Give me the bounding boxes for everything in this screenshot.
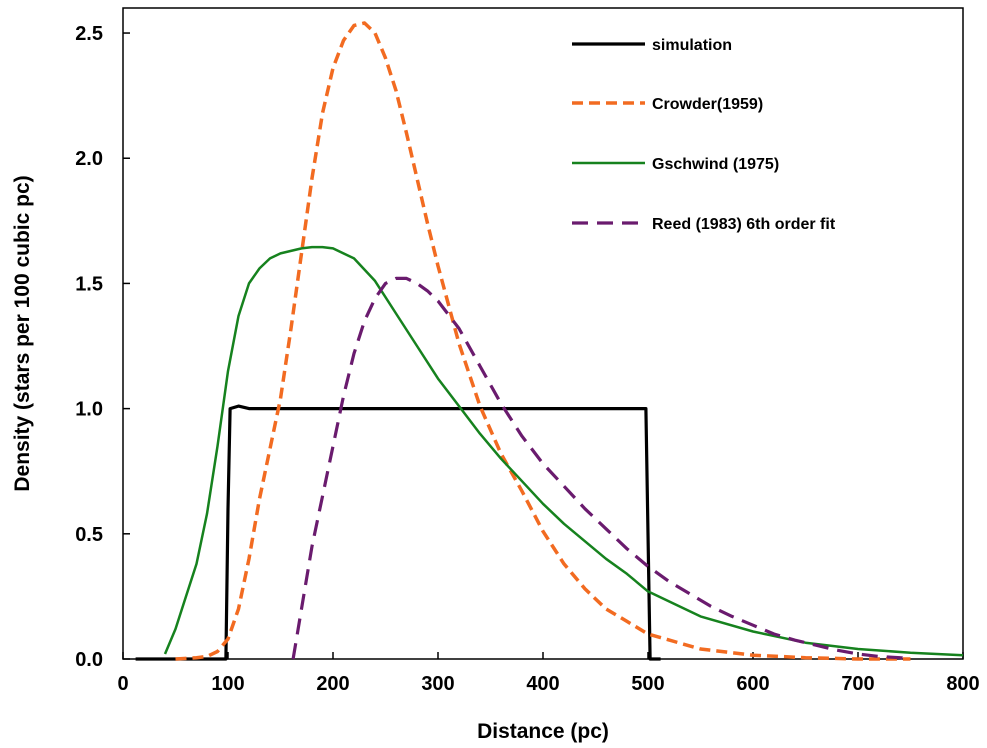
series-line-3 [291,276,911,661]
series-line-0 [135,404,661,661]
series-line-2 [163,245,964,657]
y-tick-label: 0.5 [75,524,103,546]
x-tick-label: 600 [736,673,769,695]
legend: simulation Crowder(1959) Gschwind (1975) Re… [572,37,836,233]
y-tick-label: 1.5 [75,273,103,295]
x-tick-label: 200 [316,673,349,695]
series-line-1 [175,21,911,661]
x-tick-label: 700 [841,673,874,695]
y-axis-title: Density (stars per 100 cubic pc) [11,175,34,491]
y-tick-label: 2.0 [75,148,103,170]
series-layer [135,21,964,661]
legend-label-2: Gschwind (1975) [652,156,779,173]
x-tick-label: 100 [211,673,244,695]
y-tick-label: 0.0 [75,649,103,671]
x-tick-label: 0 [117,673,128,695]
plot-area: 0 100 200 300 400 500 600 700 800 0.0 0.5 1.0 1.5 2.0… [75,7,980,695]
x-tick-label: 400 [526,673,559,695]
x-axis-title: Distance (pc) [477,720,609,743]
legend-label-0: simulation [652,37,732,54]
legend-label-1: Crowder(1959) [652,96,763,113]
x-tick-label: 800 [946,673,979,695]
x-tick-label: 300 [421,673,454,695]
legend-label-3: Reed (1983) 6th order fit [652,216,836,233]
y-tick-label: 2.5 [75,23,103,45]
y-tick-label: 1.0 [75,399,103,421]
x-tick-label: 500 [631,673,664,695]
